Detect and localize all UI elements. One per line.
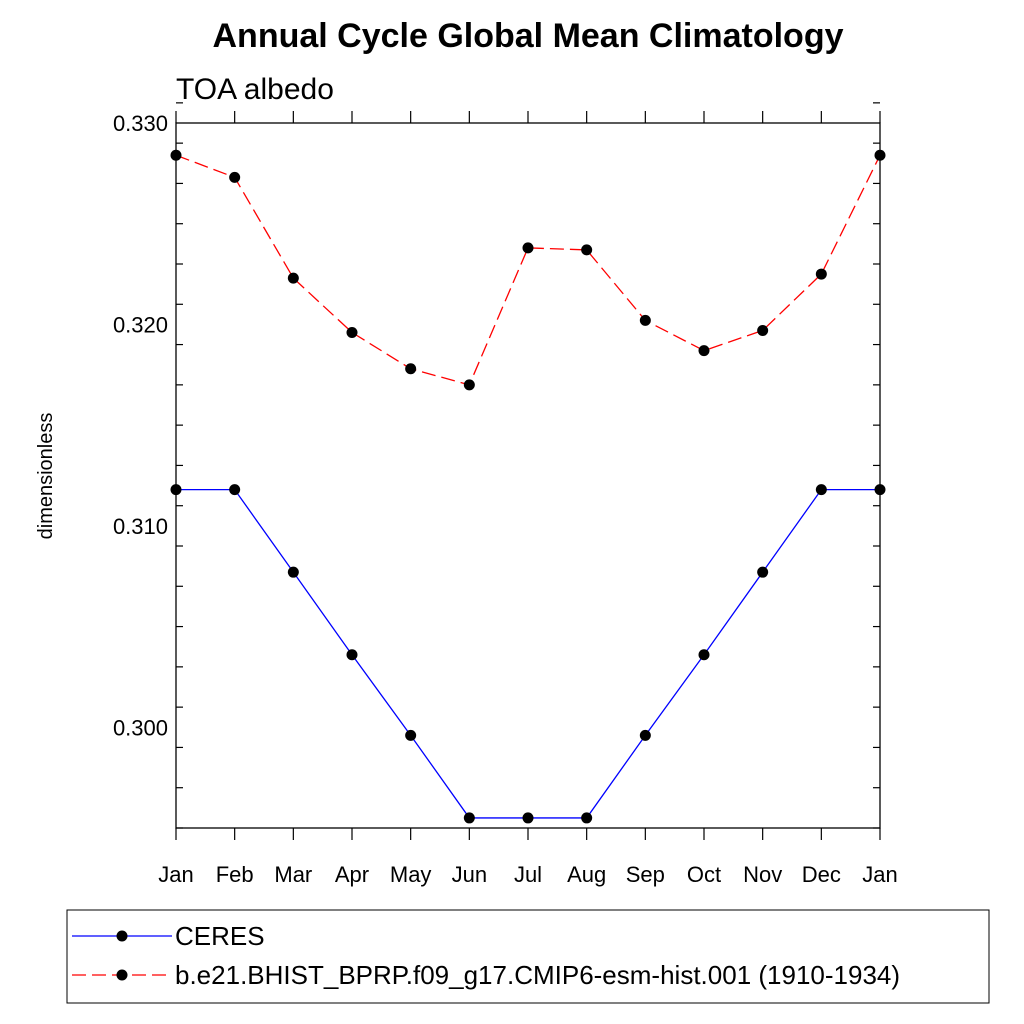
legend-marker-1: [116, 969, 128, 981]
x-tick-label: Feb: [216, 862, 254, 887]
series-1-point: [229, 171, 241, 183]
x-tick-label: Oct: [687, 862, 721, 887]
series-1-point: [757, 324, 769, 336]
series-1-point: [639, 314, 651, 326]
x-tick-label: Jan: [158, 862, 193, 887]
x-tick-label: Mar: [274, 862, 312, 887]
y-tick-label: 0.320: [113, 312, 168, 337]
chart-subtitle: TOA albedo: [176, 73, 334, 106]
series-1-point: [874, 149, 886, 161]
series-1-point: [815, 268, 827, 280]
y-axis-label: dimensionless: [35, 413, 57, 540]
x-tick-label: Apr: [335, 862, 369, 887]
series-0-point: [757, 566, 769, 578]
y-tick-label: 0.330: [113, 111, 168, 136]
legend-box: [66, 909, 990, 1004]
series-1-point: [346, 326, 358, 338]
legend: CERES b.e21.BHIST_BPRP.f09_g17.CMIP6-esm-…: [72, 921, 900, 990]
x-tick-label: Jul: [514, 862, 542, 887]
series-1-point: [463, 379, 475, 391]
x-tick-label: Nov: [743, 862, 782, 887]
series-0-point: [170, 484, 182, 496]
legend-marker-0: [116, 930, 128, 942]
x-tick-label: Jan: [862, 862, 897, 887]
legend-label-1: b.e21.BHIST_BPRP.f09_g17.CMIP6-esm-hist.…: [175, 960, 900, 990]
series-1-point: [287, 272, 299, 284]
series-line-1: [175, 154, 881, 386]
x-tick-label: Aug: [567, 862, 606, 887]
series-0-point: [346, 649, 358, 661]
series-0-point: [581, 812, 593, 824]
series-0-point: [229, 484, 241, 496]
series-layer: [170, 149, 886, 824]
series-0-point: [698, 649, 710, 661]
x-tick-label: May: [390, 862, 432, 887]
series-1-point: [698, 345, 710, 357]
y-tick-label: 0.310: [113, 514, 168, 539]
series-0-point: [815, 484, 827, 496]
series-0-point: [874, 484, 886, 496]
x-tick-label: Jun: [452, 862, 487, 887]
y-tick-label: 0.300: [113, 715, 168, 740]
series-line-0: [176, 488, 880, 819]
series-1-point: [522, 242, 534, 254]
series-0-point: [287, 566, 299, 578]
series-1-point: [405, 363, 417, 375]
series-0-point: [405, 729, 417, 741]
x-axis-ticks: Jan Feb Mar Apr May Jun Jul Aug Sep Oct Nov Dec Jan: [158, 111, 898, 887]
x-tick-label: Sep: [626, 862, 665, 887]
chart-title: Annual Cycle Global Mean Climatology: [213, 17, 844, 55]
series-1-point: [170, 149, 182, 161]
series-0-point: [463, 812, 475, 824]
plot-frame: [175, 122, 881, 829]
y-axis-ticks: 0.300 0.310 0.320 0.330: [113, 102, 880, 829]
series-0-point: [522, 812, 534, 824]
legend-label-0: CERES: [175, 921, 265, 951]
series-1-point: [581, 244, 593, 256]
x-tick-label: Dec: [802, 862, 841, 887]
series-0-point: [639, 729, 651, 741]
